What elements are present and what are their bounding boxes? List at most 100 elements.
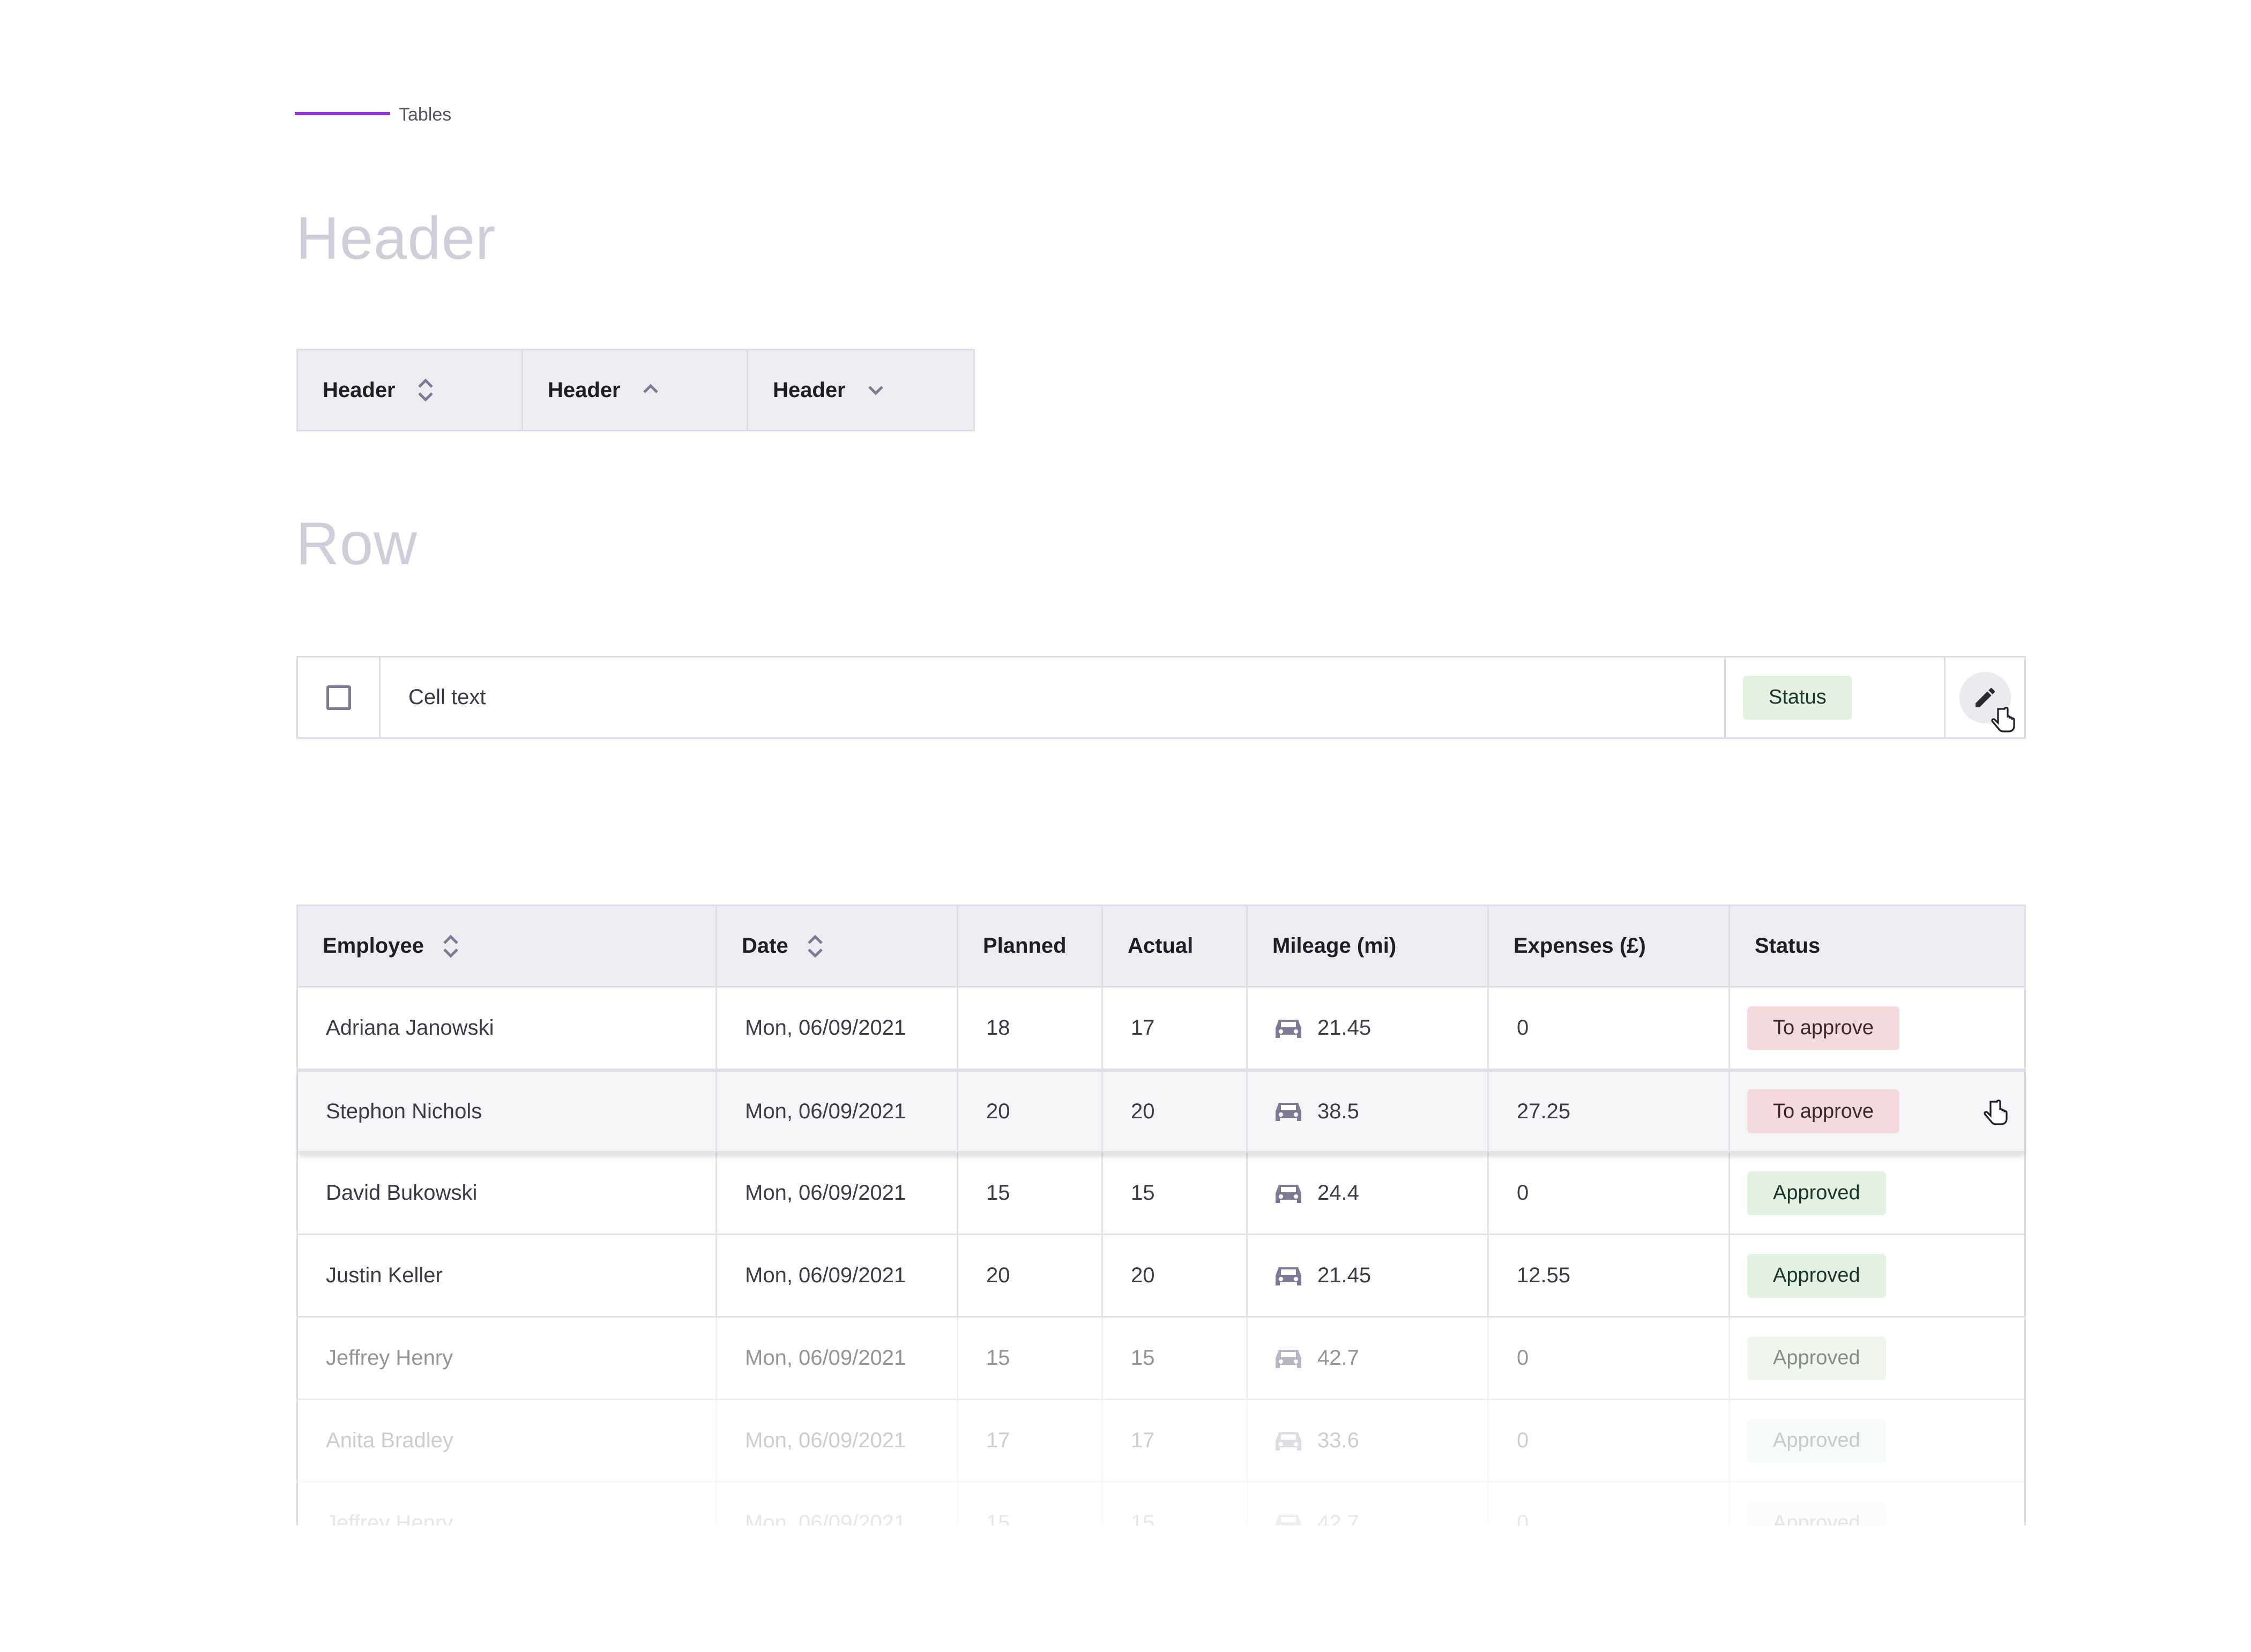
employee-cell: Stephon Nichols xyxy=(298,1072,717,1151)
mileage-cell: 38.5 xyxy=(1248,1072,1489,1151)
sort-both-icon xyxy=(418,378,433,402)
employee-table: Employee Date Planned Actual Mileage (mi… xyxy=(296,905,2026,1526)
cell-text: Cell text xyxy=(381,657,1726,737)
status-cell: Approved xyxy=(1730,1235,2024,1316)
car-icon xyxy=(1276,1349,1301,1368)
table-row[interactable]: Jeffrey Henry Mon, 06/09/2021 15 15 42.7… xyxy=(298,1483,2024,1526)
employee-cell: David Bukowski xyxy=(298,1153,717,1234)
column-header-planned[interactable]: Planned xyxy=(958,906,1103,986)
expenses-cell: 12.55 xyxy=(1489,1235,1730,1316)
sort-both-icon xyxy=(807,934,823,958)
expenses-cell: 0 xyxy=(1489,1318,1730,1399)
column-header-actual[interactable]: Actual xyxy=(1103,906,1248,986)
sort-both-icon xyxy=(443,934,458,958)
car-icon xyxy=(1276,1267,1301,1285)
header-cell-sortable[interactable]: Header xyxy=(298,350,523,430)
car-icon xyxy=(1276,1019,1301,1038)
table-row[interactable]: Justin Keller Mon, 06/09/2021 20 20 21.4… xyxy=(298,1235,2024,1318)
table-row-hovered[interactable]: Stephon Nichols Mon, 06/09/2021 20 20 38… xyxy=(298,1070,2024,1153)
actual-cell: 20 xyxy=(1103,1235,1248,1316)
planned-cell: 20 xyxy=(958,1235,1103,1316)
pencil-icon xyxy=(1975,687,1995,707)
date-cell: Mon, 06/09/2021 xyxy=(717,1318,958,1399)
date-cell: Mon, 06/09/2021 xyxy=(717,1235,958,1316)
mileage-value: 24.4 xyxy=(1317,1181,1359,1205)
hand-cursor-icon xyxy=(1984,1100,2008,1125)
table-row[interactable]: Jeffrey Henry Mon, 06/09/2021 15 15 42.7… xyxy=(298,1318,2024,1400)
actual-cell: 15 xyxy=(1103,1318,1248,1399)
expenses-cell: 27.25 xyxy=(1489,1072,1730,1151)
planned-cell: 18 xyxy=(958,988,1103,1068)
column-header-employee[interactable]: Employee xyxy=(298,906,717,986)
header-label: Header xyxy=(323,378,396,402)
column-header-date[interactable]: Date xyxy=(717,906,958,986)
action-cell xyxy=(1946,657,2024,737)
status-cell: Status xyxy=(1726,657,1946,737)
actual-cell: 15 xyxy=(1103,1153,1248,1234)
table-row[interactable]: Adriana Janowski Mon, 06/09/2021 18 17 2… xyxy=(298,988,2024,1070)
row-checkbox-cell xyxy=(298,657,381,737)
breadcrumb[interactable]: Tables xyxy=(399,104,452,125)
column-label: Employee xyxy=(323,934,424,958)
column-header-mileage[interactable]: Mileage (mi) xyxy=(1248,906,1489,986)
mileage-value: 21.45 xyxy=(1317,1264,1372,1287)
header-cell-descending[interactable]: Header xyxy=(748,350,973,430)
column-header-expenses[interactable]: Expenses (£) xyxy=(1489,906,1730,986)
planned-cell: 20 xyxy=(958,1072,1103,1151)
expenses-cell: 0 xyxy=(1489,1153,1730,1234)
car-icon xyxy=(1276,1103,1301,1121)
header-label: Header xyxy=(548,378,621,402)
actual-cell: 20 xyxy=(1103,1072,1248,1151)
status-cell: To approve xyxy=(1730,1072,2024,1151)
car-icon xyxy=(1276,1432,1301,1451)
status-cell: Approved xyxy=(1730,1153,2024,1234)
date-cell: Mon, 06/09/2021 xyxy=(717,1153,958,1234)
car-icon xyxy=(1276,1514,1301,1526)
status-badge: Approved xyxy=(1747,1336,1886,1380)
status-badge: Approved xyxy=(1747,1253,1886,1298)
header-cell-ascending[interactable]: Header xyxy=(523,350,748,430)
row-checkbox[interactable] xyxy=(326,685,351,710)
actual-cell: 17 xyxy=(1103,988,1248,1068)
header-label: Header xyxy=(773,378,846,402)
row-demo: Cell text Status xyxy=(296,656,2026,739)
status-badge: To approve xyxy=(1747,1089,1900,1133)
mileage-cell: 33.6 xyxy=(1248,1400,1489,1481)
header-section-title: Header xyxy=(296,205,496,272)
mileage-cell: 42.7 xyxy=(1248,1483,1489,1526)
planned-cell: 15 xyxy=(958,1318,1103,1399)
mileage-value: 38.5 xyxy=(1317,1099,1359,1123)
date-cell: Mon, 06/09/2021 xyxy=(717,1400,958,1481)
chevron-down-icon xyxy=(868,386,883,395)
table-row[interactable]: David Bukowski Mon, 06/09/2021 15 15 24.… xyxy=(298,1153,2024,1235)
status-badge: Approved xyxy=(1747,1418,1886,1463)
status-badge: Approved xyxy=(1747,1501,1886,1526)
actual-cell: 15 xyxy=(1103,1483,1248,1526)
status-cell: Approved xyxy=(1730,1318,2024,1399)
table-header-row: Employee Date Planned Actual Mileage (mi… xyxy=(298,905,2024,988)
status-cell: To approve xyxy=(1730,988,2024,1068)
hand-cursor-icon xyxy=(1991,707,2015,732)
mileage-value: 42.7 xyxy=(1317,1346,1359,1370)
status-badge: Approved xyxy=(1747,1171,1886,1215)
mileage-cell: 21.45 xyxy=(1248,988,1489,1068)
date-cell: Mon, 06/09/2021 xyxy=(717,988,958,1068)
employee-cell: Adriana Janowski xyxy=(298,988,717,1068)
table-row[interactable]: Anita Bradley Mon, 06/09/2021 17 17 33.6… xyxy=(298,1400,2024,1483)
status-cell: Approved xyxy=(1730,1483,2024,1526)
actual-cell: 17 xyxy=(1103,1400,1248,1481)
employee-cell: Anita Bradley xyxy=(298,1400,717,1481)
edit-button[interactable] xyxy=(1959,671,2011,723)
employee-cell: Jeffrey Henry xyxy=(298,1483,717,1526)
expenses-cell: 0 xyxy=(1489,1483,1730,1526)
mileage-cell: 21.45 xyxy=(1248,1235,1489,1316)
car-icon xyxy=(1276,1184,1301,1203)
employee-cell: Jeffrey Henry xyxy=(298,1318,717,1399)
mileage-value: 42.7 xyxy=(1317,1511,1359,1526)
status-badge: Status xyxy=(1743,675,1852,720)
column-header-status[interactable]: Status xyxy=(1755,934,1821,958)
employee-cell: Justin Keller xyxy=(298,1235,717,1316)
header-demo: Header Header Header xyxy=(296,349,975,431)
date-cell: Mon, 06/09/2021 xyxy=(717,1072,958,1151)
date-cell: Mon, 06/09/2021 xyxy=(717,1483,958,1526)
